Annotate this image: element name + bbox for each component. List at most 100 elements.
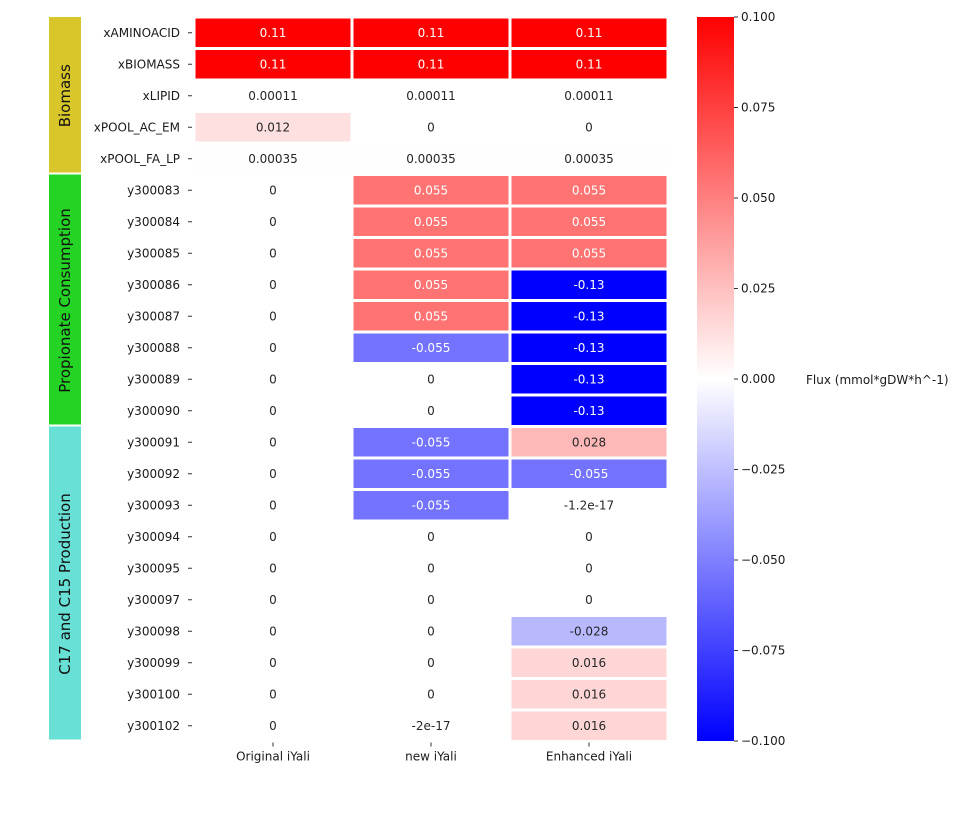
cell-value-label: 0.055 xyxy=(572,246,606,260)
cell-value-label: 0 xyxy=(269,719,277,733)
cell-value-label: 0.016 xyxy=(572,719,606,733)
heatmap-cell xyxy=(195,617,351,646)
row-label: xBIOMASS xyxy=(118,57,180,71)
row-label: y300083 xyxy=(127,183,180,197)
cell-value-label: 0 xyxy=(269,656,277,670)
colorbar-tick-label: −0.100 xyxy=(741,734,785,748)
column-labels: Original iYali new iYali Enhanced iYali xyxy=(236,742,632,764)
group-label: Propionate Consumption xyxy=(56,208,74,393)
row-label: y300102 xyxy=(127,719,180,733)
heatmap-cell xyxy=(353,459,509,488)
cell-value-label: 0.11 xyxy=(418,26,445,40)
cell-value-label: -0.13 xyxy=(573,404,604,418)
cell-value-label: -2e-17 xyxy=(412,719,451,733)
cell-value-label: 0 xyxy=(269,498,277,512)
group-bars: Biomass Propionate Consumption C17 and C15… xyxy=(49,17,81,740)
row-label: y300090 xyxy=(127,404,180,418)
heatmap-cell xyxy=(353,491,509,520)
cell-value-label: -0.13 xyxy=(573,341,604,355)
heatmap-cell xyxy=(195,113,351,142)
cell-value-label: 0 xyxy=(269,278,277,292)
cell-value-label: 0 xyxy=(269,593,277,607)
heatmap-cell xyxy=(511,333,667,362)
heatmap-cell xyxy=(353,239,509,268)
cell-value-label: 0 xyxy=(427,372,435,386)
column-label: Original iYali xyxy=(236,750,310,764)
cell-value-label: 0.11 xyxy=(576,26,603,40)
cell-value-label: 0.016 xyxy=(572,687,606,701)
row-label: y300093 xyxy=(127,498,180,512)
row-label: xAMINOACID xyxy=(103,26,180,40)
cell-value-label: 0 xyxy=(269,215,277,229)
heatmap-cell xyxy=(353,428,509,457)
cell-value-label: 0 xyxy=(269,183,277,197)
heatmap-cell xyxy=(195,270,351,299)
heatmap-cell xyxy=(195,554,351,583)
heatmap-cell xyxy=(511,239,667,268)
cell-value-label: 0.055 xyxy=(572,215,606,229)
heatmap-cell xyxy=(353,617,509,646)
heatmap-cell xyxy=(511,270,667,299)
cell-value-label: 0.00035 xyxy=(564,152,614,166)
cell-value-label: 0 xyxy=(427,593,435,607)
cell-value-label: 0 xyxy=(427,687,435,701)
colorbar-label: Flux (mmol*gDW*h^-1) xyxy=(806,373,949,387)
cell-value-label: 0.11 xyxy=(418,57,445,71)
cell-value-label: 0.00011 xyxy=(406,89,456,103)
heatmap-cell xyxy=(195,459,351,488)
cell-value-label: 0.00011 xyxy=(248,89,298,103)
cell-value-label: 0 xyxy=(269,404,277,418)
cell-value-label: -0.028 xyxy=(570,624,609,638)
colorbar-tick-label: 0.075 xyxy=(741,101,775,115)
heatmap-cell xyxy=(195,50,351,79)
cell-value-label: 0 xyxy=(269,687,277,701)
colorbar-tick-label: −0.075 xyxy=(741,644,785,658)
cell-value-label: -0.13 xyxy=(573,309,604,323)
cell-value-label: 0 xyxy=(269,467,277,481)
heatmap-cell xyxy=(353,554,509,583)
cell-value-label: -0.055 xyxy=(412,341,451,355)
cell-value-label: 0.055 xyxy=(572,183,606,197)
group-bar xyxy=(49,17,81,173)
heatmap-cell xyxy=(511,81,667,110)
group-label: Biomass xyxy=(56,64,74,127)
heatmap-cell xyxy=(511,585,667,614)
row-label: y300092 xyxy=(127,467,180,481)
cell-value-label: 0 xyxy=(269,341,277,355)
heatmap-cell xyxy=(353,207,509,236)
heatmap-cell xyxy=(195,207,351,236)
cell-value-label: 0.00011 xyxy=(564,89,614,103)
heatmap-cell xyxy=(511,113,667,142)
heatmap-cell xyxy=(353,585,509,614)
heatmap-cell xyxy=(353,81,509,110)
heatmap-cell xyxy=(353,176,509,205)
cell-value-label: -0.055 xyxy=(412,435,451,449)
cell-value-label: 0 xyxy=(269,561,277,575)
heatmap-cell xyxy=(511,711,667,740)
heatmap-cell xyxy=(353,144,509,173)
colorbar: 0.100 0.075 0.050 0.025 0.000 −0.025 −0.050 −0.… xyxy=(697,10,949,748)
heatmap-cell xyxy=(511,522,667,551)
cell-value-label: 0 xyxy=(585,593,593,607)
heatmap-cell xyxy=(195,396,351,425)
cell-value-label: 0 xyxy=(585,530,593,544)
group-label: C17 and C15 Production xyxy=(56,493,74,674)
heatmap-cell xyxy=(511,617,667,646)
row-label: y300098 xyxy=(127,624,180,638)
cell-value-label: 0.028 xyxy=(572,435,606,449)
heatmap-cell xyxy=(195,176,351,205)
row-label: y300099 xyxy=(127,656,180,670)
heatmap-cell xyxy=(353,365,509,394)
colorbar-tick-label: −0.025 xyxy=(741,463,785,477)
row-label: y300094 xyxy=(127,530,180,544)
heatmap-cell xyxy=(511,491,667,520)
cell-value-label: 0 xyxy=(269,435,277,449)
cell-value-label: 0 xyxy=(427,120,435,134)
cell-value-label: -0.055 xyxy=(570,467,609,481)
heatmap-cell xyxy=(511,50,667,79)
heatmap-cell xyxy=(511,554,667,583)
heatmap-cell xyxy=(353,113,509,142)
cell-value-label: -0.055 xyxy=(412,498,451,512)
heatmap-cell xyxy=(511,302,667,331)
